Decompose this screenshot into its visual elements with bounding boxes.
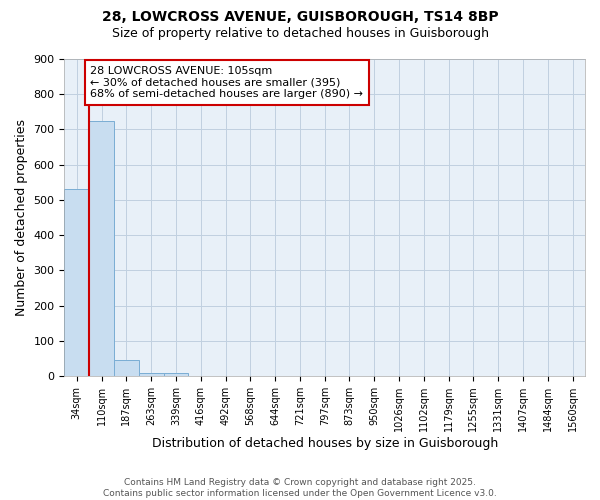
- Bar: [64, 190, 89, 376]
- Text: 28, LOWCROSS AVENUE, GUISBOROUGH, TS14 8BP: 28, LOWCROSS AVENUE, GUISBOROUGH, TS14 8…: [101, 10, 499, 24]
- Text: Contains HM Land Registry data © Crown copyright and database right 2025.
Contai: Contains HM Land Registry data © Crown c…: [103, 478, 497, 498]
- Bar: [139, 372, 164, 376]
- X-axis label: Distribution of detached houses by size in Guisborough: Distribution of detached houses by size …: [152, 437, 498, 450]
- Text: 28 LOWCROSS AVENUE: 105sqm
← 30% of detached houses are smaller (395)
68% of sem: 28 LOWCROSS AVENUE: 105sqm ← 30% of deta…: [91, 66, 364, 99]
- Bar: [89, 120, 114, 376]
- Bar: [164, 374, 188, 376]
- Text: Size of property relative to detached houses in Guisborough: Size of property relative to detached ho…: [112, 28, 488, 40]
- Bar: [114, 360, 139, 376]
- Y-axis label: Number of detached properties: Number of detached properties: [15, 119, 28, 316]
